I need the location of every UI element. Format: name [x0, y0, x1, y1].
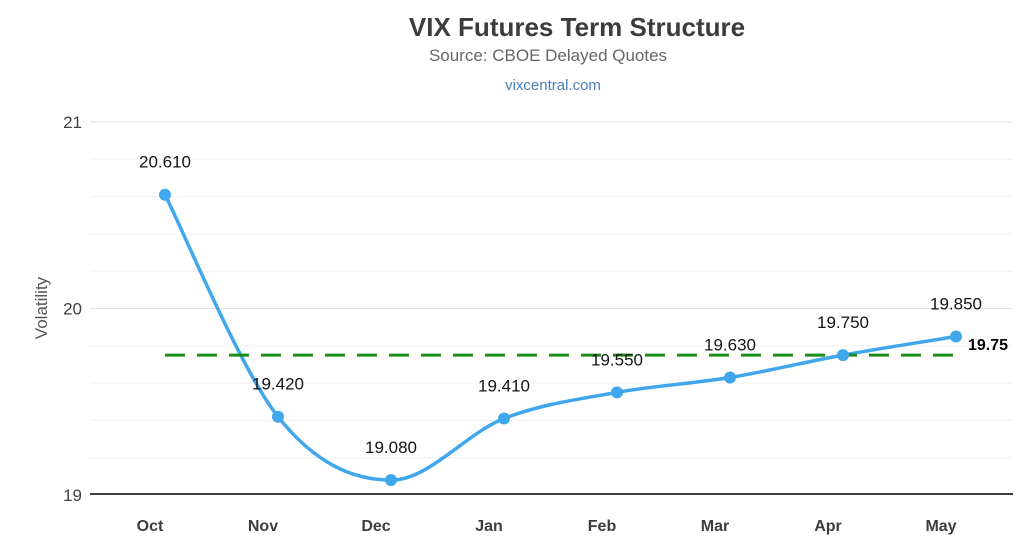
- data-point-oct[interactable]: [159, 188, 171, 201]
- x-tick-mar: Mar: [701, 518, 729, 535]
- vixcentral-link[interactable]: vixcentral.com: [505, 77, 601, 94]
- data-point-may[interactable]: [950, 330, 962, 343]
- point-label-may: 19.850: [930, 295, 982, 314]
- reference-line-label: 19.75: [968, 337, 1008, 354]
- y-tick-19: 19: [63, 486, 82, 505]
- data-point-mar[interactable]: [724, 371, 736, 384]
- y-tick-20: 20: [63, 300, 82, 319]
- point-label-apr: 19.750: [817, 313, 869, 332]
- x-tick-feb: Feb: [588, 518, 617, 535]
- data-point-apr[interactable]: [837, 349, 849, 362]
- point-label-oct: 20.610: [139, 153, 191, 172]
- chart-title: VIX Futures Term Structure: [408, 12, 746, 42]
- data-point-nov[interactable]: [272, 410, 284, 423]
- data-point-feb[interactable]: [611, 386, 623, 399]
- point-label-dec: 19.080: [365, 438, 417, 457]
- point-label-nov: 19.420: [252, 375, 304, 394]
- point-label-mar: 19.630: [704, 336, 756, 355]
- point-label-feb: 19.550: [591, 350, 643, 369]
- y-tick-21: 21: [63, 113, 82, 132]
- x-tick-may: May: [925, 518, 956, 535]
- data-point-dec[interactable]: [385, 474, 397, 487]
- vix-futures-series-line: [163, 192, 958, 482]
- data-point-jan[interactable]: [498, 412, 510, 425]
- x-tick-jan: Jan: [475, 518, 503, 535]
- point-label-jan: 19.410: [478, 377, 530, 396]
- x-tick-apr: Apr: [814, 518, 842, 535]
- x-tick-oct: Oct: [137, 518, 164, 535]
- x-tick-nov: Nov: [248, 518, 278, 535]
- chart-subtitle: Source: CBOE Delayed Quotes: [428, 46, 668, 65]
- x-tick-dec: Dec: [361, 518, 390, 535]
